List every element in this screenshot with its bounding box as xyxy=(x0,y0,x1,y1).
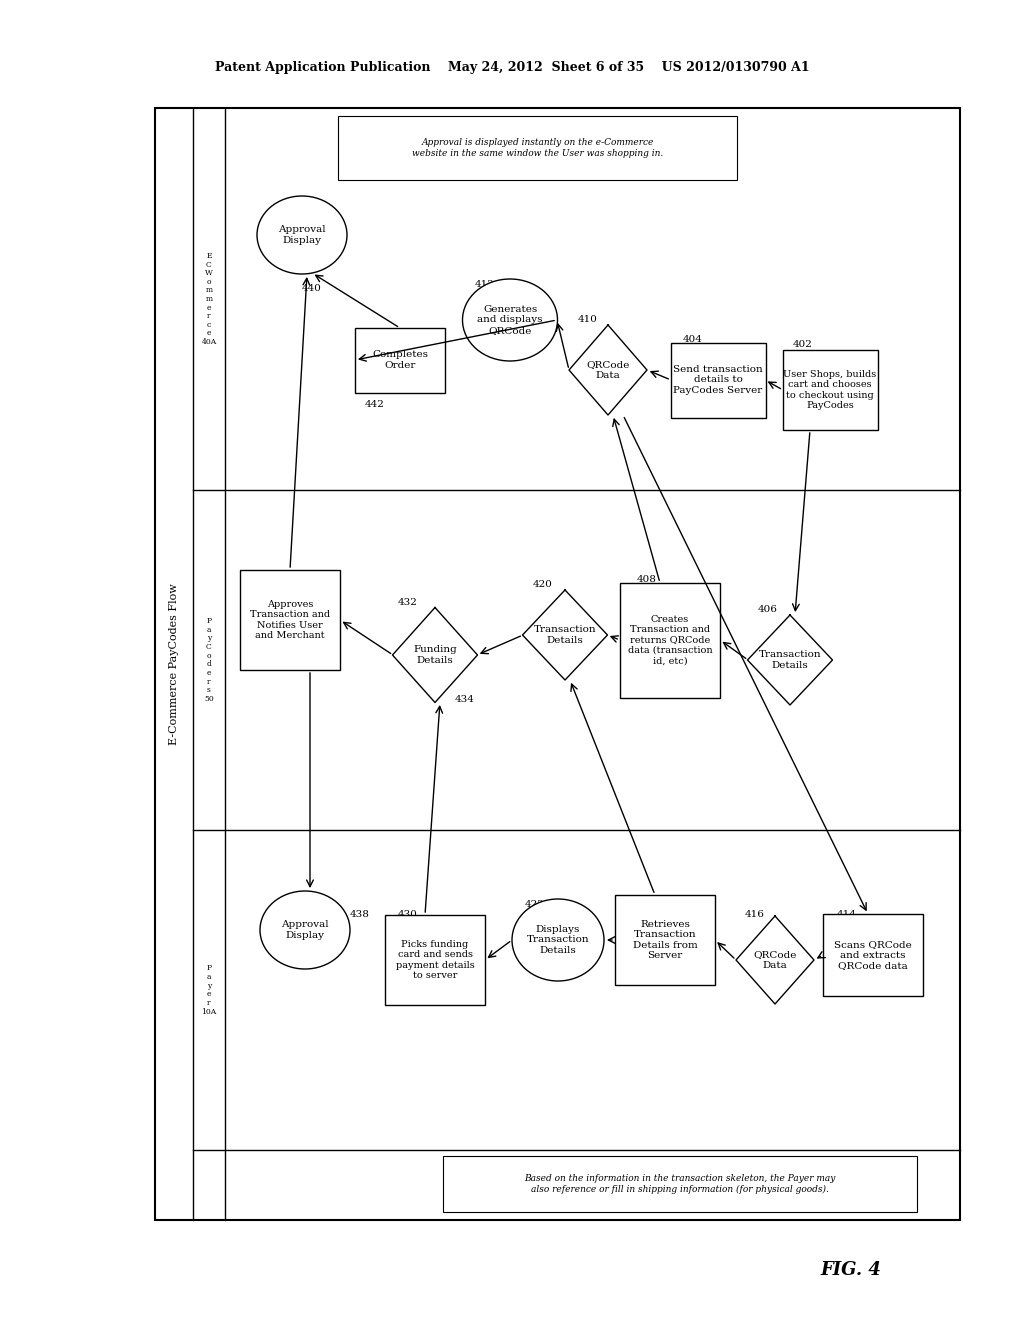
FancyBboxPatch shape xyxy=(338,116,737,180)
Text: Transaction
Details: Transaction Details xyxy=(759,651,821,669)
Bar xyxy=(782,350,878,430)
Bar xyxy=(355,327,445,392)
Bar xyxy=(615,895,715,985)
Text: P
a
y
e
r
10A: P a y e r 10A xyxy=(202,965,217,1015)
Text: QRCode
Data: QRCode Data xyxy=(587,360,630,380)
Text: User Shops, builds
cart and chooses
to checkout using
PayCodes: User Shops, builds cart and chooses to c… xyxy=(783,370,877,411)
Text: Based on the information in the transaction skeleton, the Payer may
also referen: Based on the information in the transact… xyxy=(524,1175,836,1193)
Bar xyxy=(385,915,485,1005)
FancyBboxPatch shape xyxy=(443,1156,918,1212)
Text: 410: 410 xyxy=(578,315,598,323)
Text: 442: 442 xyxy=(365,400,385,409)
Text: Creates
Transaction and
returns QRCode
data (transaction
id, etc): Creates Transaction and returns QRCode d… xyxy=(628,615,713,665)
Polygon shape xyxy=(748,615,833,705)
Polygon shape xyxy=(736,916,814,1005)
Text: 418: 418 xyxy=(630,900,650,909)
Text: 402: 402 xyxy=(793,341,813,348)
Text: 416: 416 xyxy=(745,909,765,919)
Bar xyxy=(155,108,961,1220)
Text: E
C
W
o
m
m
e
r
c
e
40A: E C W o m m e r c e 40A xyxy=(202,252,217,346)
Text: Transaction
Details: Transaction Details xyxy=(534,626,596,644)
Bar xyxy=(823,913,923,997)
Text: Generates
and displays
QRCode: Generates and displays QRCode xyxy=(477,305,543,335)
Text: 438: 438 xyxy=(350,909,370,919)
Text: 422: 422 xyxy=(525,900,545,909)
Bar xyxy=(620,582,720,697)
Text: Funding
Details: Funding Details xyxy=(413,645,457,665)
Text: Retrieves
Transaction
Details from
Server: Retrieves Transaction Details from Serve… xyxy=(633,920,697,960)
Text: Displays
Transaction
Details: Displays Transaction Details xyxy=(526,925,590,954)
Text: E-Commerce PayCodes Flow: E-Commerce PayCodes Flow xyxy=(169,583,179,744)
Text: P
a
y
C
o
d
e
r
s
50: P a y C o d e r s 50 xyxy=(204,618,214,702)
Text: 440: 440 xyxy=(302,284,322,293)
Text: 430: 430 xyxy=(398,909,418,919)
Text: Scans QRCode
and extracts
QRCode data: Scans QRCode and extracts QRCode data xyxy=(835,940,912,970)
Text: Approval is displayed instantly on the e-Commerce
website in the same window the: Approval is displayed instantly on the e… xyxy=(413,139,664,157)
Text: Approval
Display: Approval Display xyxy=(282,920,329,940)
Polygon shape xyxy=(522,590,607,680)
Bar xyxy=(671,342,766,417)
Text: FIG. 4: FIG. 4 xyxy=(820,1261,881,1279)
Ellipse shape xyxy=(512,899,604,981)
Text: QRCode
Data: QRCode Data xyxy=(754,950,797,970)
Ellipse shape xyxy=(260,891,350,969)
Text: Send transaction
details to
PayCodes Server: Send transaction details to PayCodes Ser… xyxy=(673,366,763,395)
Text: Patent Application Publication    May 24, 2012  Sheet 6 of 35    US 2012/0130790: Patent Application Publication May 24, 2… xyxy=(215,62,809,74)
Ellipse shape xyxy=(257,195,347,275)
Polygon shape xyxy=(392,607,477,702)
Ellipse shape xyxy=(463,279,557,360)
Text: 434: 434 xyxy=(455,696,475,704)
Text: 406: 406 xyxy=(758,605,778,614)
Text: Picks funding
card and sends
payment details
to server: Picks funding card and sends payment det… xyxy=(395,940,474,979)
Text: 414: 414 xyxy=(837,909,857,919)
Text: Completes
Order: Completes Order xyxy=(372,350,428,370)
Bar xyxy=(240,570,340,671)
Text: 432: 432 xyxy=(398,598,418,607)
Text: 408: 408 xyxy=(637,576,656,583)
Text: 420: 420 xyxy=(534,579,553,589)
Text: 404: 404 xyxy=(683,335,702,345)
Text: 412: 412 xyxy=(475,280,495,289)
Text: Approves
Transaction and
Notifies User
and Merchant: Approves Transaction and Notifies User a… xyxy=(250,599,330,640)
Polygon shape xyxy=(569,325,647,414)
Text: Approval
Display: Approval Display xyxy=(279,226,326,244)
